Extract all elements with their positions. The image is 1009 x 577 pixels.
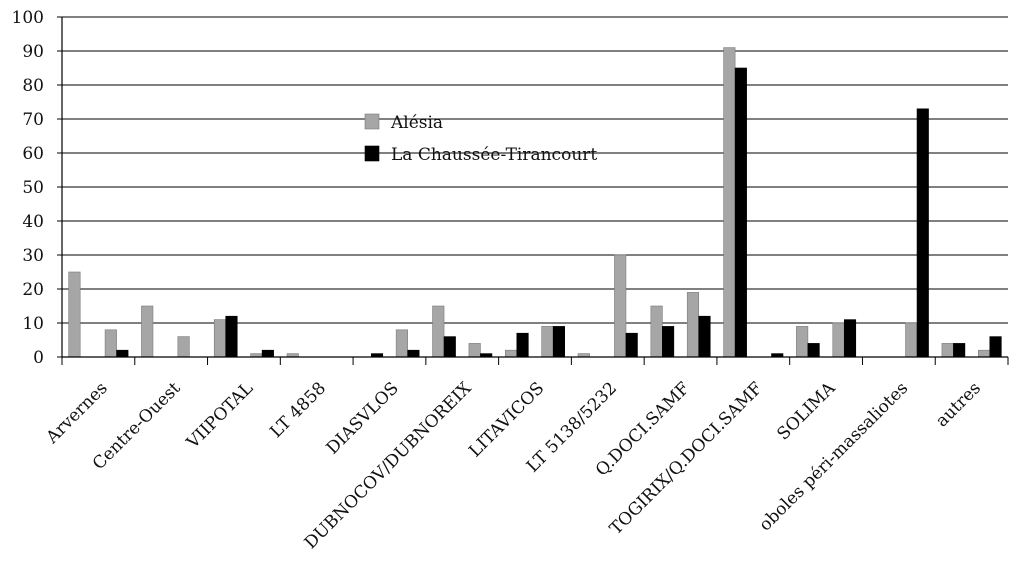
bar-la-chaussee-tirancourt (407, 349, 420, 358)
bar-la-chaussee-tirancourt (552, 326, 565, 358)
bar-alesia (505, 349, 518, 358)
bar-alesia (68, 271, 81, 358)
bar-alesia (796, 326, 809, 358)
bar-la-chaussee-tirancourt (662, 326, 675, 358)
bar-alesia (941, 343, 954, 358)
bar-la-chaussee-tirancourt (807, 343, 820, 358)
bar-la-chaussee-tirancourt (734, 67, 747, 358)
bar-la-chaussee-tirancourt (116, 349, 129, 358)
bar-la-chaussee-tirancourt (698, 315, 711, 358)
bar-la-chaussee-tirancourt (625, 332, 638, 358)
y-tick-labels: 0 10 20 30 40 50 60 70 80 90 100 (12, 8, 44, 368)
y-tick-label: 90 (22, 42, 44, 62)
bar-alesia (905, 322, 918, 358)
bar-alesia (104, 329, 117, 358)
x-category-label: Arvernes (42, 378, 112, 448)
bars (68, 47, 1002, 358)
bar-alesia (213, 319, 227, 358)
bar-alesia (978, 349, 991, 358)
bar-la-chaussee-tirancourt (916, 108, 929, 358)
y-tick-label: 10 (22, 314, 44, 334)
bar-alesia (395, 329, 408, 358)
y-tick-label: 50 (22, 178, 44, 198)
bar-alesia (432, 305, 445, 358)
bar-la-chaussee-tirancourt (843, 319, 857, 358)
x-category-label: SOLIMA (773, 378, 839, 444)
bar-alesia (541, 326, 554, 358)
y-tick-label: 30 (22, 246, 44, 266)
bar-alesia (650, 305, 663, 358)
y-tick-label: 0 (33, 348, 44, 368)
legend-label: Alésia (390, 113, 443, 133)
y-tick-label: 20 (22, 280, 44, 300)
bar-la-chaussee-tirancourt (989, 336, 1002, 358)
x-category-label: oboles péri-massaliotes (755, 378, 912, 535)
legend: Alésia La Chaussée-Tirancourt (364, 113, 597, 165)
bar-alesia (614, 254, 627, 358)
legend-label: La Chaussée-Tirancourt (391, 145, 597, 165)
bar-la-chaussee-tirancourt (953, 343, 966, 358)
x-category-label: autres (932, 378, 985, 431)
y-tick-label: 70 (22, 110, 44, 130)
x-category-label: DIASVLOS (323, 378, 403, 458)
bar-la-chaussee-tirancourt (443, 336, 456, 358)
gridlines (62, 16, 1008, 358)
y-tick-label: 40 (22, 212, 44, 232)
bar-alesia (468, 343, 481, 358)
bar-alesia (723, 47, 736, 358)
bar-la-chaussee-tirancourt (261, 349, 274, 358)
axes (57, 16, 1009, 365)
y-tick-label: 60 (22, 144, 44, 164)
bar-la-chaussee-tirancourt (225, 315, 238, 358)
x-category-label: LT 4858 (266, 378, 330, 442)
legend-swatch (364, 113, 380, 130)
y-tick-label: 80 (22, 76, 44, 96)
x-category-label: TOGIRIX/Q.DOCI.SAMF (606, 378, 767, 539)
bar-alesia (141, 305, 154, 358)
bar-alesia (832, 322, 845, 358)
x-category-label: VIIPOTAL (182, 378, 257, 453)
bar-alesia (177, 336, 190, 358)
legend-swatch (364, 145, 380, 162)
bar-alesia (686, 292, 700, 358)
y-tick-label: 100 (12, 8, 44, 28)
bar-la-chaussee-tirancourt (516, 332, 529, 358)
